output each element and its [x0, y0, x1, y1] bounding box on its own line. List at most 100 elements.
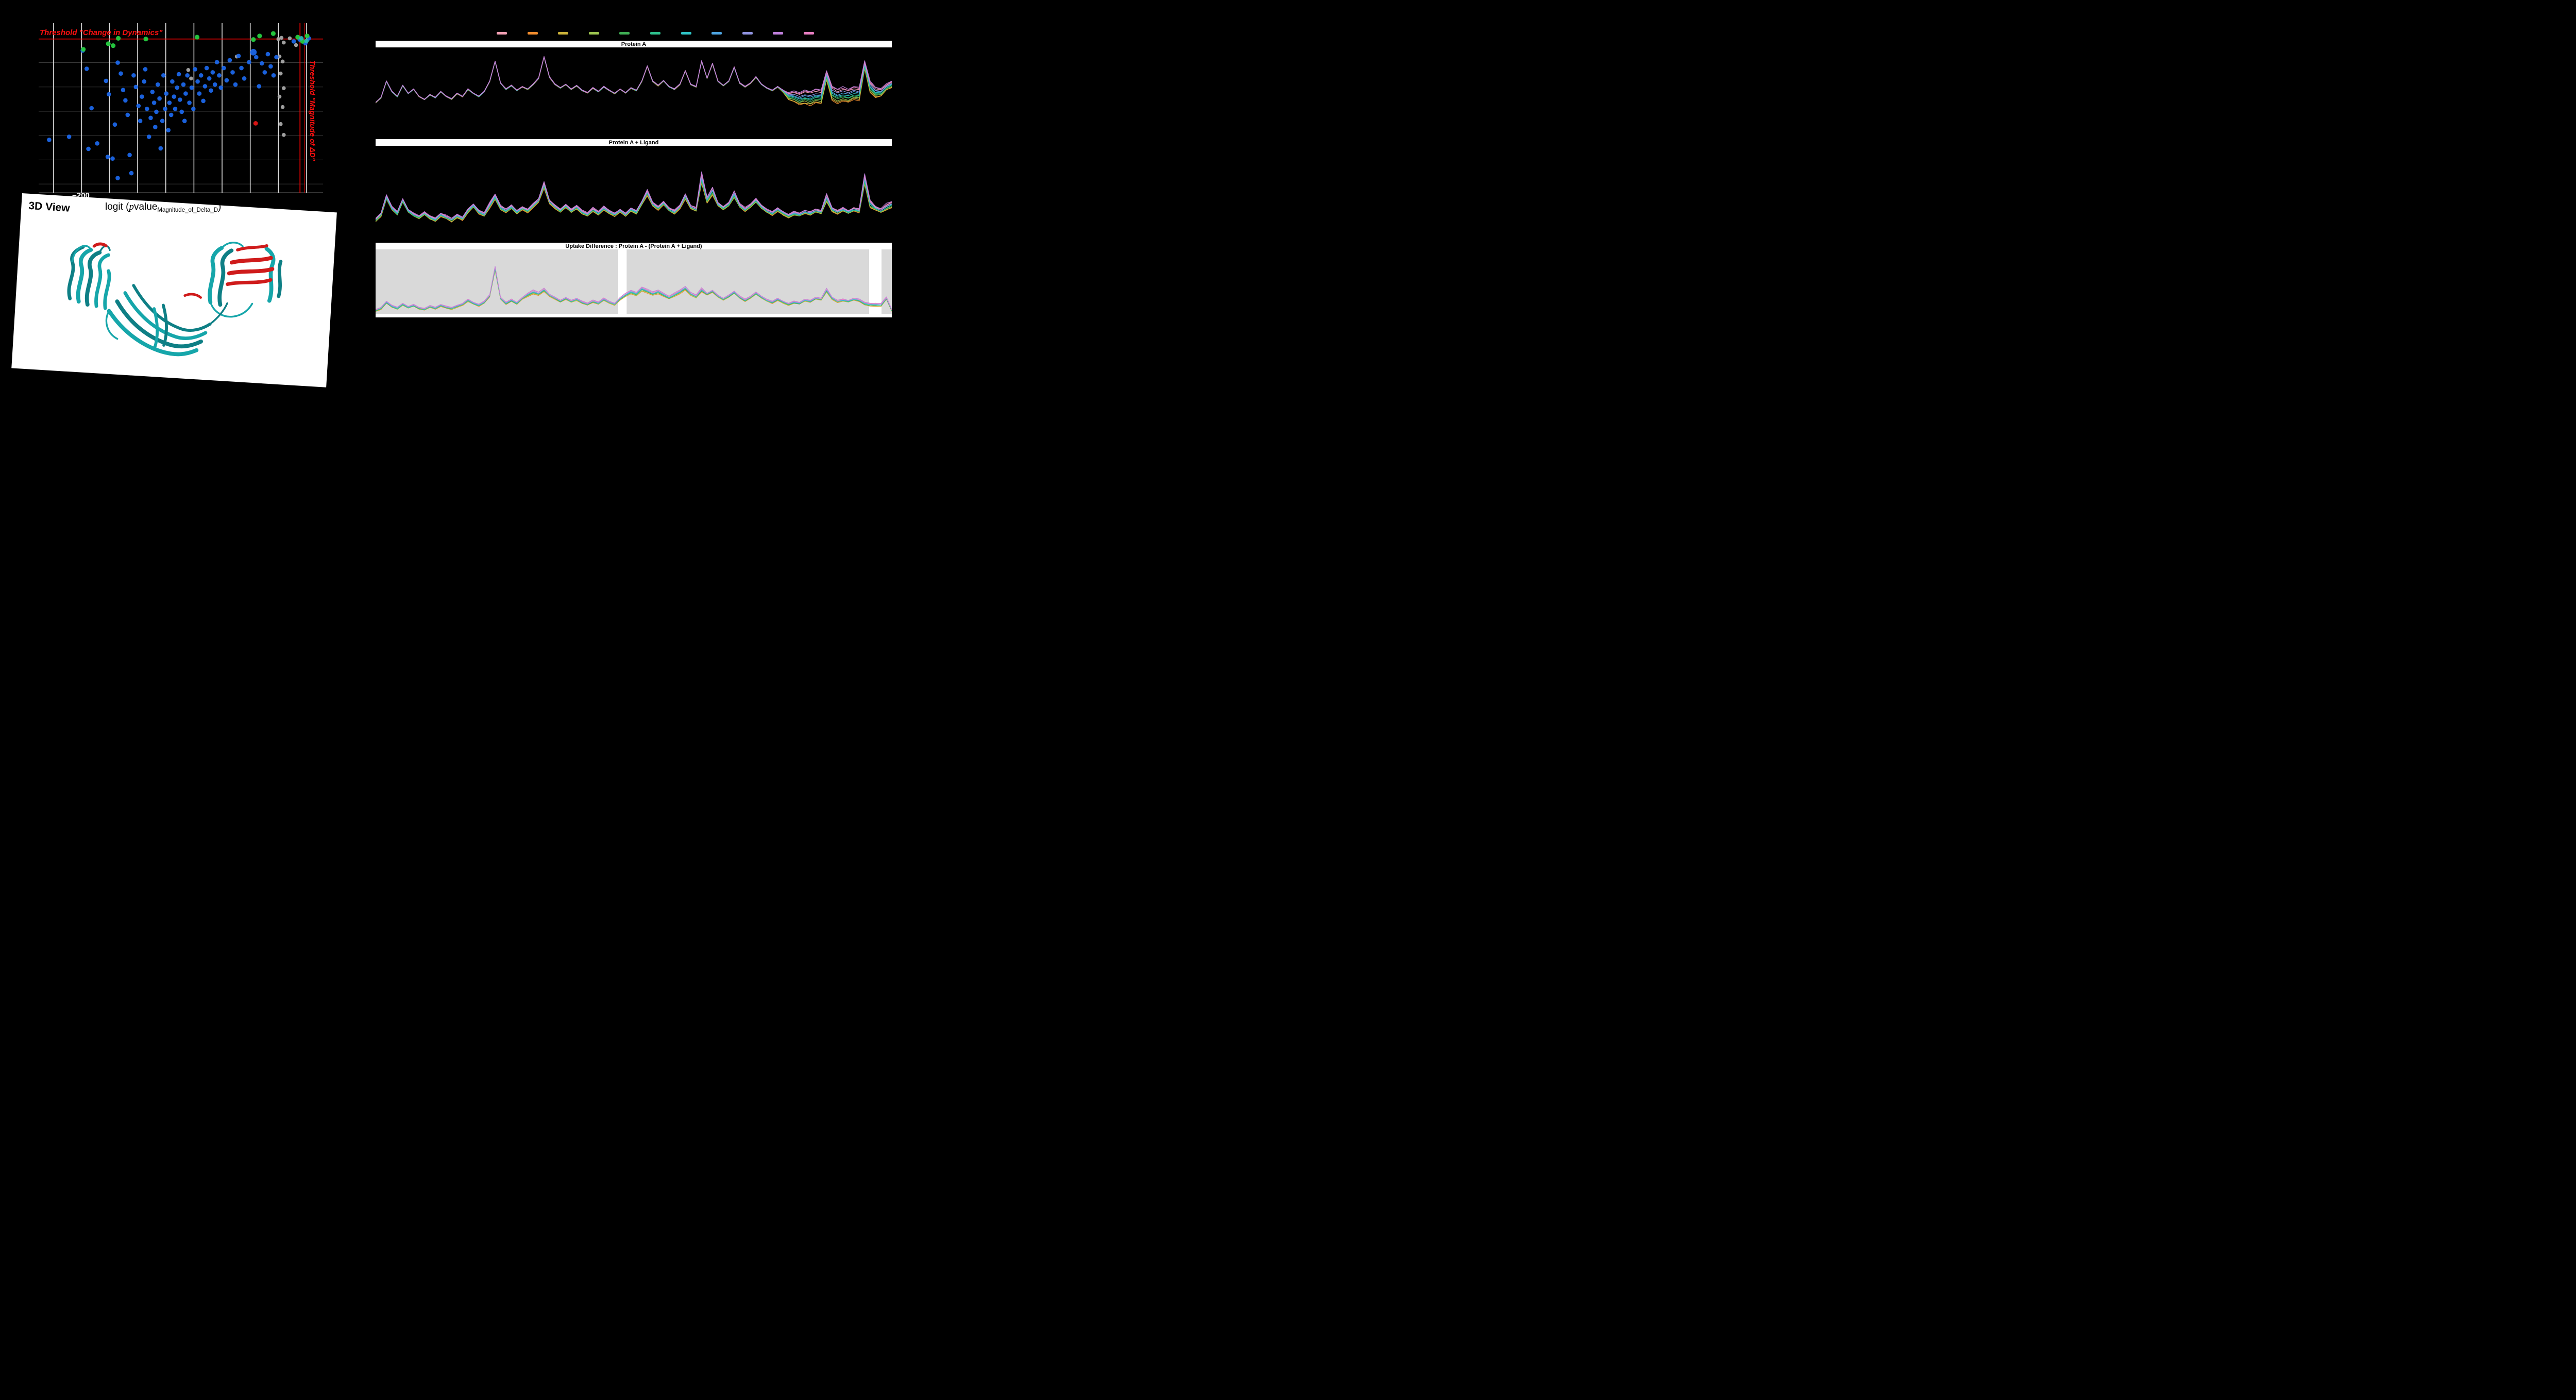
scatter-point[interactable] [173, 107, 178, 111]
scatter-point[interactable] [186, 68, 191, 72]
scatter-point[interactable] [202, 84, 208, 89]
scatter-point[interactable] [262, 70, 267, 75]
scatter-point[interactable] [112, 122, 117, 127]
scatter-point[interactable] [151, 100, 157, 105]
scatter-point[interactable] [167, 100, 172, 105]
scatter-point[interactable] [183, 91, 188, 96]
scatter-point[interactable] [257, 33, 262, 39]
scatter-point[interactable] [127, 153, 132, 158]
scatter-point[interactable] [251, 37, 256, 42]
scatter-point[interactable] [179, 109, 184, 114]
legend-dash[interactable] [773, 32, 784, 35]
scatter-point[interactable] [247, 60, 251, 64]
scatter-point[interactable] [163, 107, 167, 111]
legend-dash[interactable] [681, 32, 691, 35]
scatter-point[interactable] [178, 97, 182, 102]
scatter-point[interactable] [129, 171, 134, 176]
scatter-point[interactable] [148, 115, 153, 121]
scatter-point[interactable] [166, 128, 171, 132]
scatter-point[interactable] [279, 36, 284, 40]
scatter-point[interactable] [210, 70, 215, 75]
scatter-point[interactable] [131, 73, 136, 78]
scatter-point[interactable] [230, 70, 235, 75]
scatter-point[interactable] [222, 65, 226, 71]
scatter-point[interactable] [47, 138, 52, 142]
scatter-point[interactable] [217, 73, 222, 78]
uptake-plot-protein-a-ligand[interactable] [376, 146, 892, 240]
scatter-point[interactable] [106, 41, 111, 46]
legend-dash[interactable] [619, 32, 630, 35]
scatter-point[interactable] [175, 85, 180, 90]
scatter-point[interactable] [212, 82, 217, 87]
scatter-point[interactable] [193, 67, 197, 72]
scatter-point[interactable] [115, 60, 120, 65]
legend-dash[interactable] [711, 32, 722, 35]
scatter-point[interactable] [250, 49, 257, 56]
scatter-point[interactable] [214, 60, 219, 64]
scatter-point[interactable] [153, 125, 158, 129]
legend-dash[interactable] [527, 32, 538, 35]
scatter-point[interactable] [189, 85, 194, 90]
scatter-point[interactable] [271, 73, 276, 78]
scatter-point[interactable] [198, 73, 204, 78]
scatter-point[interactable] [253, 121, 258, 126]
scatter-point[interactable] [157, 96, 162, 101]
scatter-point[interactable] [146, 134, 151, 139]
scatter-point[interactable] [181, 82, 186, 87]
3d-view-panel[interactable]: 3D View [11, 193, 337, 387]
scatter-point[interactable] [138, 119, 143, 123]
scatter-point[interactable] [176, 72, 181, 77]
scatter-point[interactable] [111, 43, 116, 48]
uptake-difference-plot[interactable] [376, 249, 892, 317]
scatter-point[interactable] [279, 122, 283, 126]
scatter-point[interactable] [81, 47, 86, 52]
scatter-point[interactable] [161, 73, 166, 78]
uptake-plot-protein-a[interactable] [376, 47, 892, 133]
legend-dash[interactable] [803, 32, 814, 35]
scatter-point[interactable] [270, 31, 276, 36]
scatter-point[interactable] [95, 141, 99, 146]
scatter-point[interactable] [236, 54, 241, 58]
scatter-point[interactable] [125, 112, 130, 117]
scatter-point[interactable] [280, 105, 285, 109]
scatter-point[interactable] [291, 39, 296, 44]
scatter-point[interactable] [150, 90, 155, 94]
scatter-point[interactable] [265, 52, 270, 57]
scatter-point[interactable] [115, 176, 120, 180]
scatter-point[interactable] [110, 156, 115, 161]
scatter-point[interactable] [143, 67, 148, 72]
scatter-point[interactable] [123, 98, 128, 103]
legend-dash[interactable] [588, 32, 599, 35]
scatter-point[interactable] [145, 107, 149, 111]
scatter-point[interactable] [105, 155, 110, 159]
scatter-point[interactable] [204, 65, 209, 71]
scatter-point[interactable] [154, 109, 159, 114]
scatter-point[interactable] [189, 76, 193, 81]
scatter-point[interactable] [89, 106, 94, 111]
legend-dash[interactable] [497, 32, 507, 35]
scatter-point[interactable] [185, 73, 190, 78]
scatter-point[interactable] [133, 85, 139, 90]
scatter-point[interactable] [194, 35, 200, 40]
scatter-point[interactable] [136, 104, 141, 108]
scatter-point[interactable] [268, 64, 273, 69]
scatter-point[interactable] [294, 43, 298, 47]
scatter-point[interactable] [224, 78, 229, 83]
scatter-point[interactable] [121, 88, 126, 92]
scatter-point[interactable] [295, 35, 300, 40]
scatter-point[interactable] [282, 86, 286, 90]
scatter-point[interactable] [164, 91, 169, 96]
volcano-canvas[interactable] [39, 23, 323, 193]
scatter-point[interactable] [170, 79, 175, 84]
scatter-point[interactable] [276, 37, 281, 41]
scatter-point[interactable] [158, 146, 163, 151]
legend-dash[interactable] [742, 32, 753, 35]
scatter-point[interactable] [279, 71, 283, 76]
scatter-point[interactable] [182, 119, 187, 123]
scatter-point[interactable] [66, 134, 72, 139]
scatter-point[interactable] [118, 71, 123, 76]
scatter-point[interactable] [107, 92, 111, 97]
scatter-point[interactable] [304, 38, 309, 43]
scatter-point[interactable] [282, 133, 286, 137]
scatter-point[interactable] [143, 37, 148, 42]
